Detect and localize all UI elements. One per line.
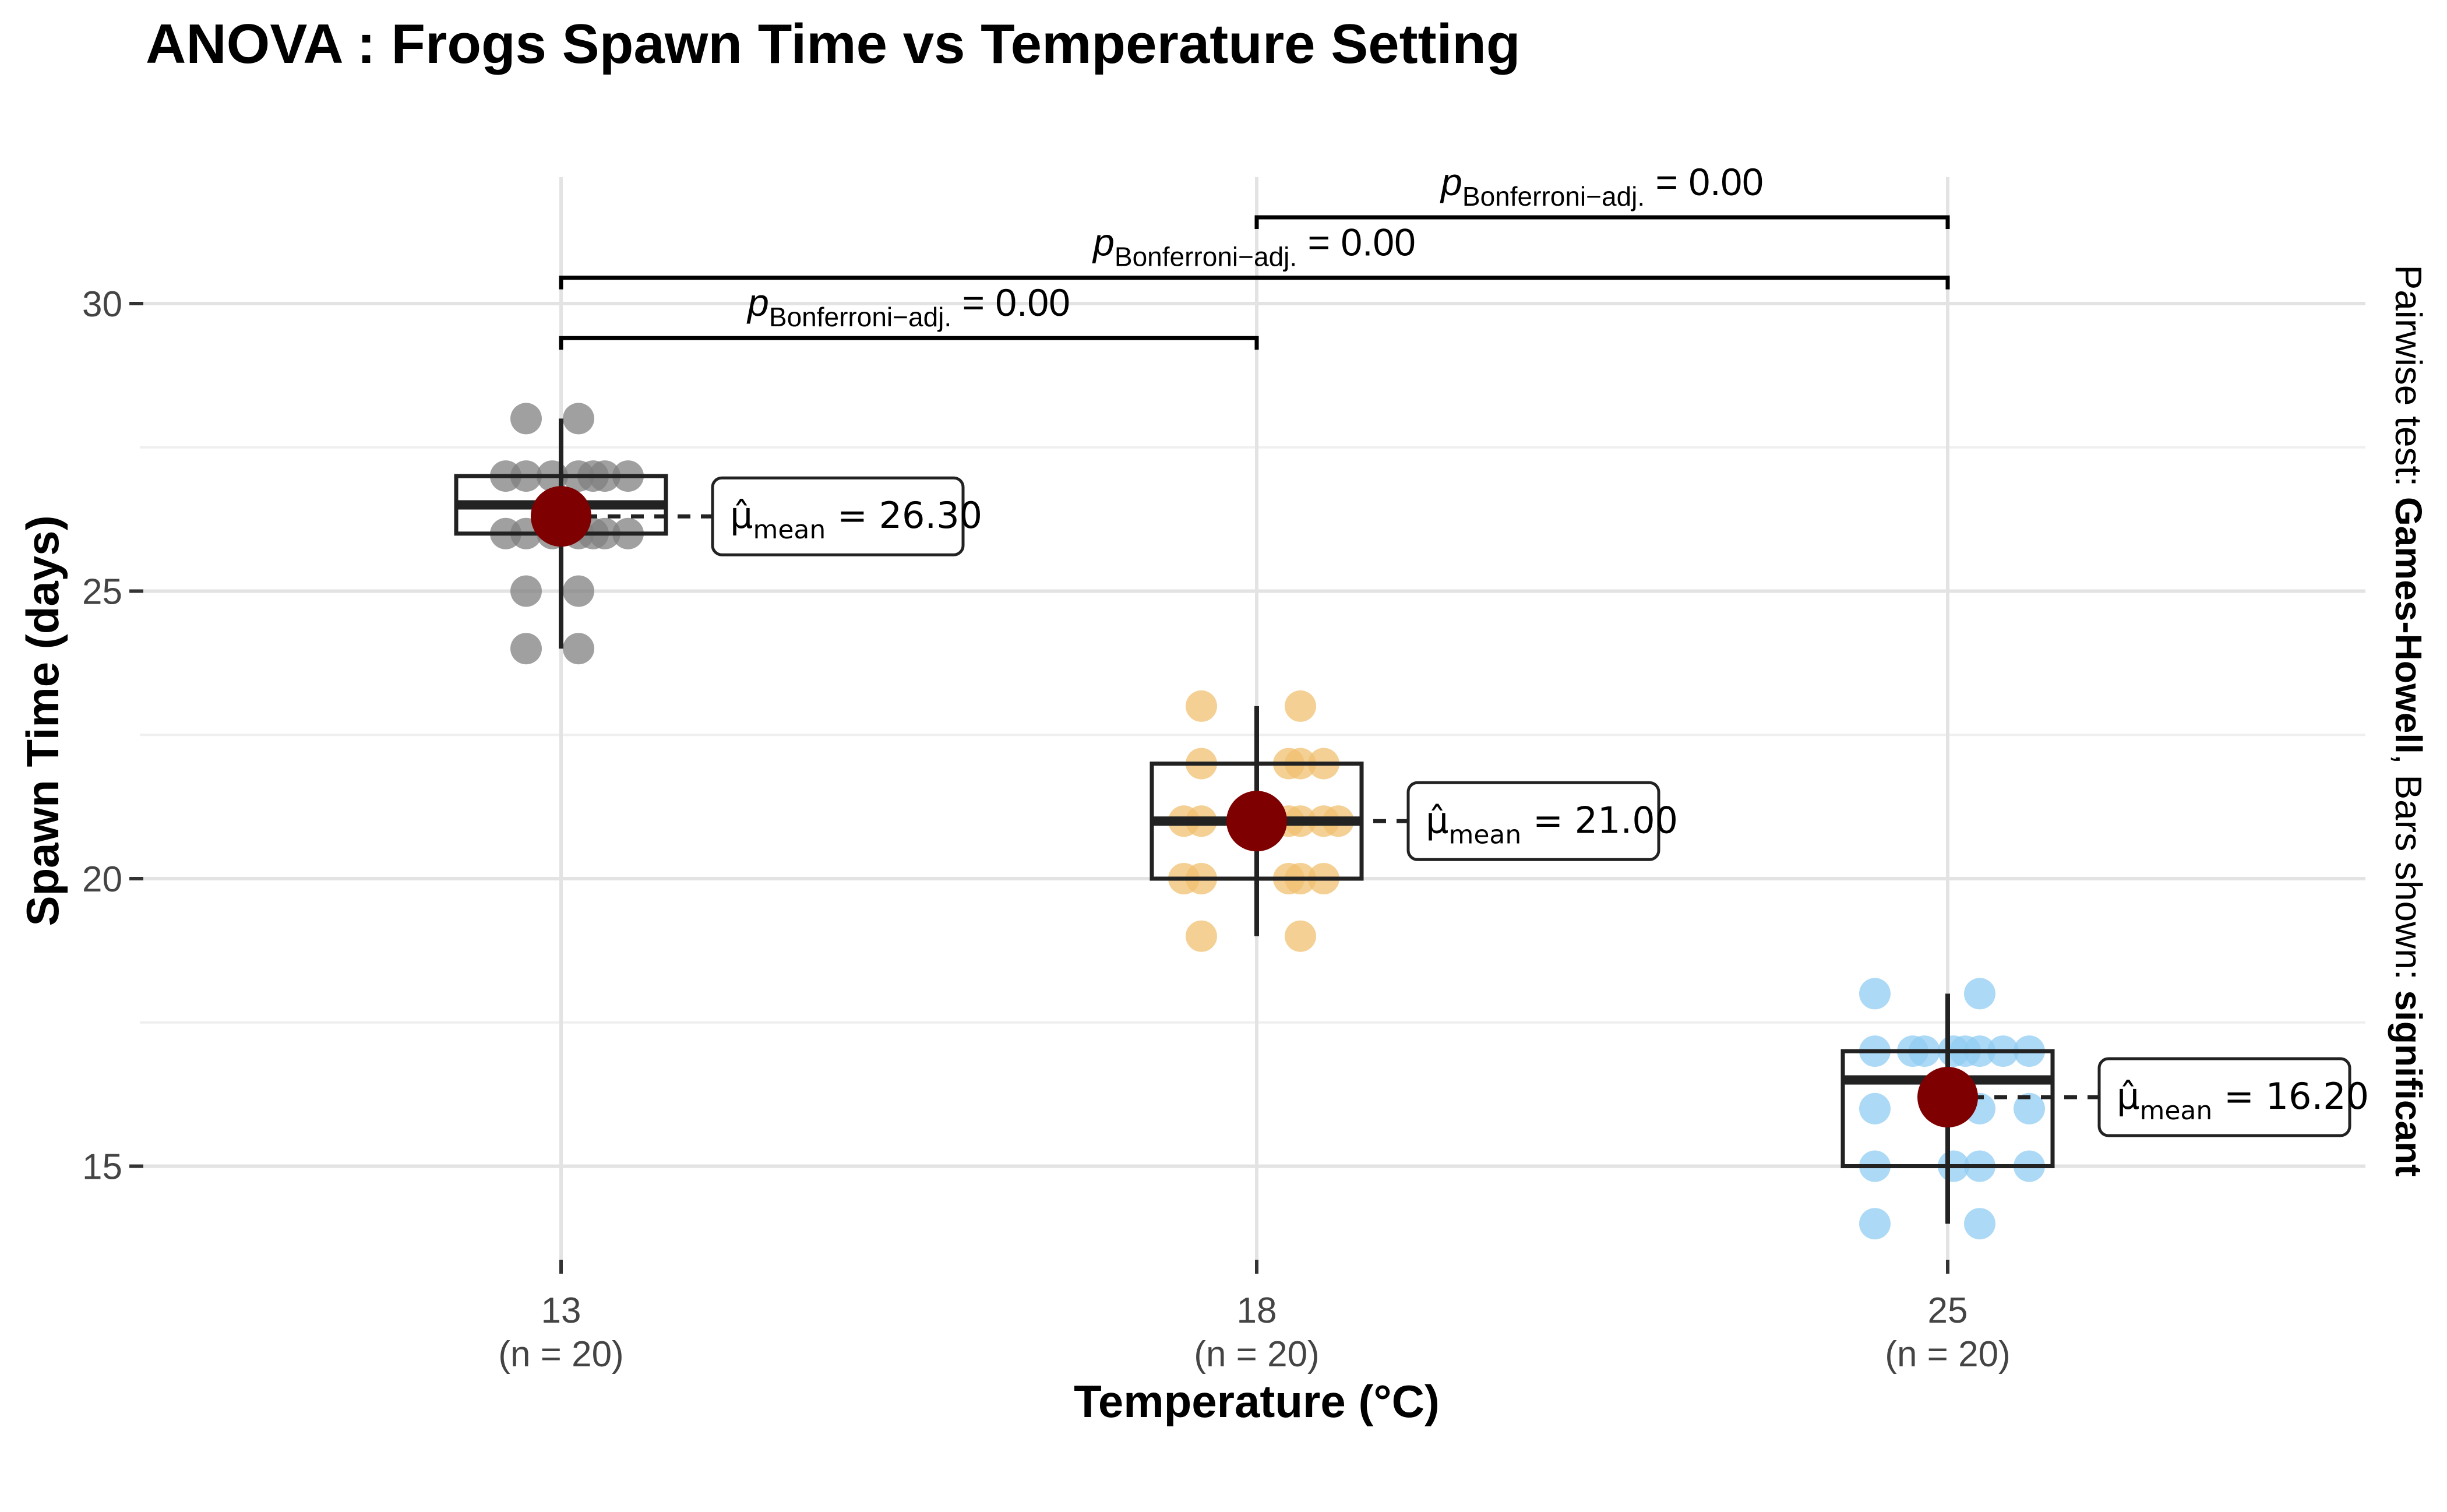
data-point <box>563 575 594 607</box>
mean-label-subscript: mean <box>753 515 826 545</box>
comparison-label: pBonferroni−adj. = 0.00 <box>1440 160 1764 212</box>
p-subscript: Bonferroni−adj. <box>769 302 951 332</box>
data-point <box>1859 978 1891 1010</box>
y-tick-label-20: 20 <box>82 859 122 900</box>
y-tick-label-25: 25 <box>82 572 122 612</box>
data-point <box>1285 920 1316 952</box>
mean-label-13: μ̂mean = 26.30 <box>730 494 982 545</box>
mean-label-symbol: μ̂ <box>730 494 753 537</box>
comparison-bars: pBonferroni−adj. = 0.00pBonferroni−adj. … <box>559 160 1950 350</box>
mean-label-symbol: μ̂ <box>2117 1075 2139 1118</box>
mean-label-value: = 21.00 <box>1521 799 1678 841</box>
mean-label-symbol: μ̂ <box>1426 799 1448 841</box>
box-25 <box>1840 1049 2055 1168</box>
chart-title: ANOVA : Frogs Spawn Time vs Temperature … <box>146 13 1521 75</box>
comparison-label: pBonferroni−adj. = 0.00 <box>746 281 1070 332</box>
group-13: μ̂mean = 26.30 <box>454 403 982 665</box>
mean-label-18: μ̂mean = 21.00 <box>1426 799 1678 850</box>
p-value: = 0.00 <box>951 281 1070 324</box>
data-point <box>1859 1208 1891 1240</box>
y-tick-label-15: 15 <box>82 1147 122 1187</box>
comparison-label: pBonferroni−adj. = 0.00 <box>1092 221 1416 272</box>
mean-point-18 <box>1226 791 1287 852</box>
mean-label-value: = 26.30 <box>826 494 982 537</box>
p-symbol: p <box>746 281 769 324</box>
x-axis: 13(n = 20)18(n = 20)25(n = 20) <box>498 1260 2011 1374</box>
x-tick-n-label-25: (n = 20) <box>1885 1334 2010 1374</box>
data-point <box>1186 690 1217 722</box>
data-point <box>563 403 594 435</box>
caption: Pairwise test: Games-Howell, Bars shown:… <box>2388 265 2430 1177</box>
mean-label-box-25 <box>2097 1057 2351 1137</box>
y-axis-title: Spawn Time (days) <box>17 515 68 926</box>
comparison-1: pBonferroni−adj. = 0.00 <box>559 221 1950 290</box>
x-tick-n-label-13: (n = 20) <box>498 1334 623 1374</box>
comparison-bracket <box>1254 215 1950 229</box>
x-tick-label-18: 18 <box>1237 1291 1277 1331</box>
caption-part2: Games-Howell <box>2388 497 2430 754</box>
y-tick-label-30: 30 <box>82 284 122 325</box>
p-value: = 0.00 <box>1645 160 1764 203</box>
mean-label-25: μ̂mean = 16.20 <box>2117 1075 2369 1126</box>
p-value: = 0.00 <box>1297 221 1416 264</box>
p-symbol: p <box>1440 160 1462 203</box>
caption-part1: Pairwise test: <box>2388 265 2430 497</box>
mean-label-subscript: mean <box>1448 820 1521 850</box>
mean-label-value: = 16.20 <box>2212 1075 2369 1118</box>
p-symbol: p <box>1092 221 1115 264</box>
mean-label-subscript: mean <box>2139 1096 2212 1126</box>
comparison-2: pBonferroni−adj. = 0.00 <box>1254 160 1950 229</box>
data-point <box>510 633 542 665</box>
x-tick-n-label-18: (n = 20) <box>1194 1334 1319 1374</box>
data-point <box>1285 690 1316 722</box>
data-point <box>2014 1092 2045 1125</box>
mean-point-25 <box>1917 1067 1978 1128</box>
data-point <box>510 403 542 435</box>
x-tick-label-25: 25 <box>1928 1291 1968 1331</box>
comparison-bracket <box>559 276 1950 290</box>
group-18: μ̂mean = 21.00 <box>1150 690 1678 952</box>
x-tick-label-13: 13 <box>541 1291 581 1331</box>
data-point <box>1964 978 1995 1010</box>
data-point <box>1186 920 1217 952</box>
data-point <box>510 575 542 607</box>
comparison-bracket <box>559 336 1259 350</box>
p-subscript: Bonferroni−adj. <box>1115 242 1297 272</box>
comparison-0: pBonferroni−adj. = 0.00 <box>559 281 1259 350</box>
y-axis: 15 20 25 30 <box>82 284 143 1187</box>
p-subscript: Bonferroni−adj. <box>1462 181 1645 212</box>
mean-label-box-18 <box>1406 781 1660 861</box>
caption-part3: , Bars shown: <box>2388 754 2430 991</box>
x-axis-title: Temperature (°C) <box>1074 1376 1440 1427</box>
groups: μ̂mean = 26.30μ̂mean = 21.00μ̂mean = 16.… <box>454 403 2369 1240</box>
group-25: μ̂mean = 16.20 <box>1840 978 2369 1240</box>
caption-part4: significant <box>2388 990 2430 1176</box>
mean-label-box-13 <box>711 476 965 556</box>
data-point <box>1964 1208 1995 1240</box>
data-point <box>563 633 594 665</box>
data-point <box>1859 1092 1891 1125</box>
mean-point-13 <box>531 486 591 547</box>
